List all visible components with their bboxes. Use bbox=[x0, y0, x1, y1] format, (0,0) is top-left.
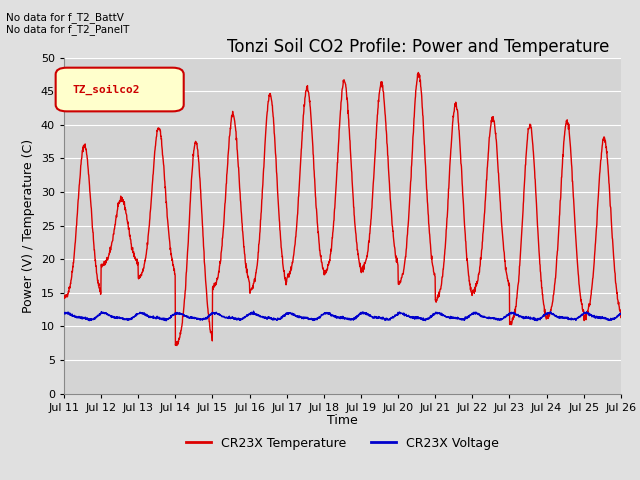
Text: No data for f_T2_BattV
No data for f_T2_PanelT: No data for f_T2_BattV No data for f_T2_… bbox=[6, 12, 130, 36]
Legend: CR23X Temperature, CR23X Voltage: CR23X Temperature, CR23X Voltage bbox=[181, 432, 504, 455]
Text: TZ_soilco2: TZ_soilco2 bbox=[72, 84, 140, 95]
X-axis label: Time: Time bbox=[327, 414, 358, 427]
FancyBboxPatch shape bbox=[56, 68, 184, 111]
Text: Tonzi Soil CO2 Profile: Power and Temperature: Tonzi Soil CO2 Profile: Power and Temper… bbox=[227, 38, 610, 56]
Y-axis label: Power (V) / Temperature (C): Power (V) / Temperature (C) bbox=[22, 139, 35, 312]
